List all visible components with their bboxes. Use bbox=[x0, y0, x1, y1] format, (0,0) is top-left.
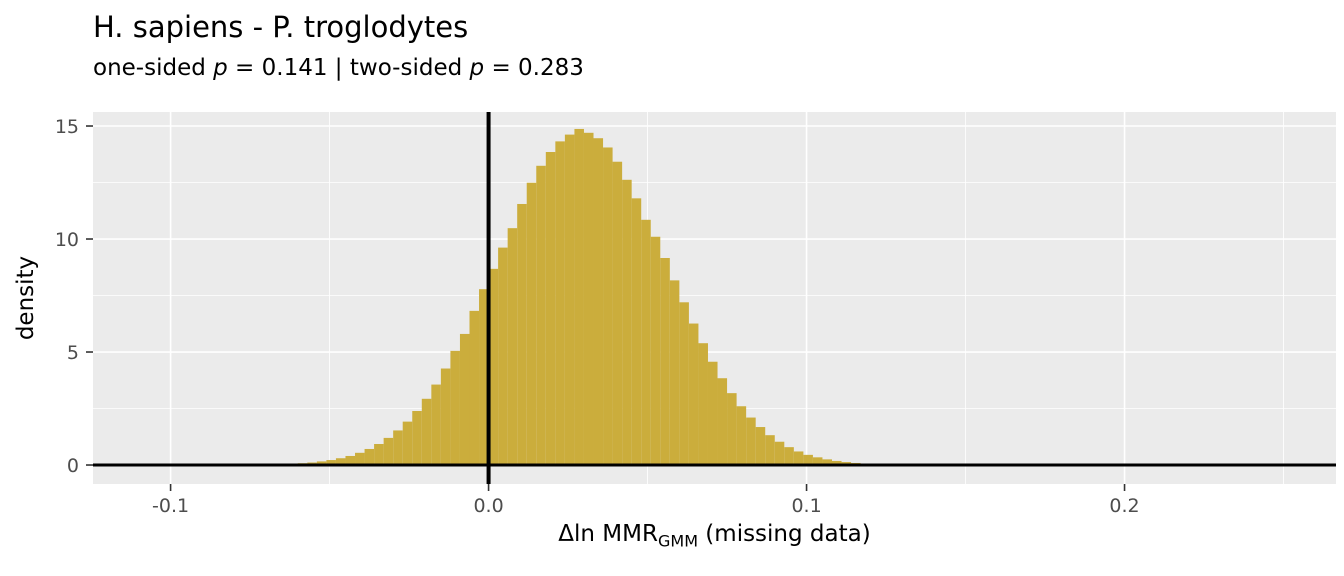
histogram-bar bbox=[593, 138, 604, 466]
y-tick-label: 0 bbox=[67, 455, 79, 477]
x-axis-title-subscript: GMM bbox=[657, 531, 698, 551]
histogram-bar bbox=[746, 417, 756, 466]
histogram-bar bbox=[402, 421, 413, 466]
histogram-bar bbox=[650, 236, 661, 466]
plot-title: H. sapiens - P. troglodytes bbox=[93, 10, 469, 44]
subtitle-text: = 0.141 | two-sided bbox=[227, 55, 470, 81]
histogram-bar bbox=[564, 134, 575, 466]
subtitle-p-symbol: p bbox=[213, 55, 228, 81]
y-tick-label: 5 bbox=[67, 342, 79, 364]
y-tick-label: 10 bbox=[55, 229, 79, 251]
histogram-bar bbox=[498, 247, 508, 466]
histogram-bar bbox=[660, 257, 670, 466]
histogram-bar bbox=[631, 198, 642, 466]
histogram-bar bbox=[517, 203, 527, 466]
y-tick-label: 15 bbox=[55, 116, 79, 138]
histogram-bar bbox=[479, 289, 489, 466]
x-tick-label: 0.1 bbox=[791, 495, 821, 517]
histogram-bar bbox=[355, 452, 365, 466]
histogram-bar bbox=[755, 427, 766, 466]
histogram-bar bbox=[421, 398, 432, 466]
histogram-bar bbox=[583, 132, 594, 466]
x-tick-label: -0.1 bbox=[152, 495, 189, 517]
histogram-bar bbox=[765, 435, 775, 466]
histogram-bar bbox=[803, 454, 813, 466]
x-axis-title: Δln MMRGMM (missing data) bbox=[93, 521, 1336, 551]
x-axis-title-text: Δln MMR bbox=[558, 521, 658, 547]
histogram-bar bbox=[727, 393, 737, 466]
plot-subtitle: one-sided p = 0.141 | two-sided p = 0.28… bbox=[93, 55, 584, 81]
histogram-bar bbox=[316, 461, 327, 466]
histogram-bar bbox=[831, 460, 842, 466]
histogram-bar bbox=[679, 302, 689, 466]
histogram-bar bbox=[536, 165, 546, 466]
x-tick-label: 0.2 bbox=[1109, 495, 1139, 517]
histogram-bar bbox=[688, 323, 699, 466]
histogram-bar bbox=[507, 228, 518, 466]
y-axis-title: density bbox=[13, 255, 39, 341]
histogram-bar bbox=[555, 141, 565, 466]
histogram-bar bbox=[345, 455, 356, 466]
histogram-bar bbox=[774, 441, 785, 466]
histogram-bar bbox=[574, 128, 584, 466]
histogram-bar bbox=[698, 343, 708, 466]
histogram-bar bbox=[612, 161, 623, 466]
histogram-bar bbox=[669, 280, 680, 466]
histogram-bar bbox=[707, 361, 718, 466]
histogram-bar bbox=[793, 451, 804, 466]
subtitle-text: one-sided bbox=[93, 55, 214, 81]
x-axis-title-text: (missing data) bbox=[698, 521, 871, 547]
histogram-bar bbox=[545, 152, 556, 466]
histogram-bar bbox=[440, 368, 451, 466]
histogram-bar bbox=[364, 448, 375, 466]
histogram-bar bbox=[622, 179, 632, 466]
histogram-bar bbox=[374, 443, 384, 466]
histogram-bar bbox=[641, 219, 651, 466]
histogram-bar bbox=[469, 310, 480, 466]
histogram-bar bbox=[335, 458, 346, 466]
histogram-bar bbox=[736, 406, 747, 466]
histogram-bar bbox=[717, 378, 728, 466]
subtitle-p-symbol: p bbox=[469, 55, 485, 81]
histogram-bar bbox=[822, 459, 832, 466]
histogram-bar bbox=[412, 411, 422, 466]
histogram-bar bbox=[431, 384, 441, 466]
histogram-bar bbox=[812, 457, 823, 466]
histogram-bar bbox=[393, 430, 403, 466]
histogram-bar bbox=[784, 447, 794, 466]
histogram-bar bbox=[526, 182, 537, 466]
histogram-bar bbox=[488, 268, 499, 466]
histogram-bar bbox=[459, 333, 470, 466]
histogram-bar bbox=[383, 437, 394, 466]
histogram-bar bbox=[326, 460, 336, 466]
histogram-bar bbox=[450, 350, 460, 466]
x-tick-label: 0.0 bbox=[473, 495, 503, 517]
subtitle-text: = 0.283 bbox=[484, 55, 584, 81]
histogram-bar bbox=[603, 147, 613, 466]
